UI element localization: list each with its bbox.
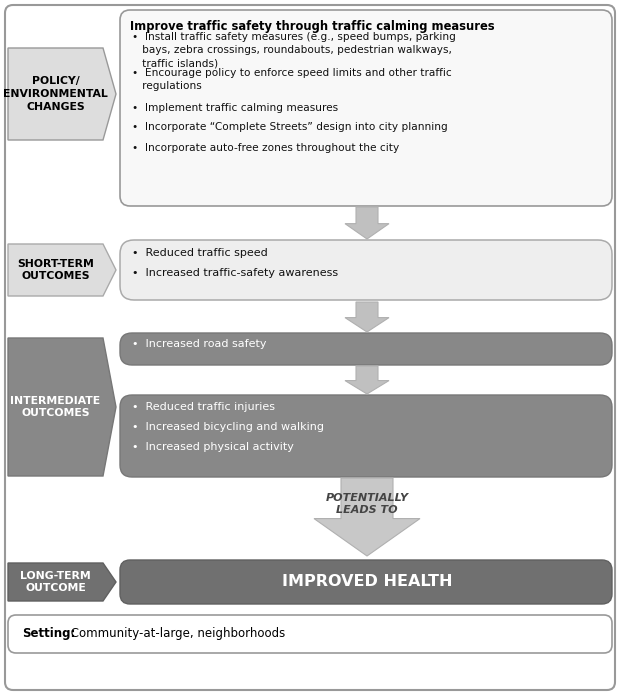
Text: INTERMEDIATE
OUTCOMES: INTERMEDIATE OUTCOMES	[11, 395, 100, 418]
Text: •  Incorporate “Complete Streets” design into city planning: • Incorporate “Complete Streets” design …	[132, 122, 448, 132]
Text: POLICY/
ENVIRONMENTAL
CHANGES: POLICY/ ENVIRONMENTAL CHANGES	[3, 76, 108, 112]
FancyBboxPatch shape	[120, 240, 612, 300]
Text: •  Install traffic safety measures (e.g., speed bumps, parking
   bays, zebra cr: • Install traffic safety measures (e.g.,…	[132, 32, 456, 68]
Text: •  Increased road safety: • Increased road safety	[132, 339, 267, 349]
FancyBboxPatch shape	[120, 10, 612, 206]
Text: SHORT-TERM
OUTCOMES: SHORT-TERM OUTCOMES	[17, 259, 94, 281]
FancyBboxPatch shape	[120, 560, 612, 604]
FancyBboxPatch shape	[120, 333, 612, 365]
Polygon shape	[8, 48, 116, 140]
Text: LEADS TO: LEADS TO	[336, 505, 398, 515]
Text: POTENTIALLY: POTENTIALLY	[326, 493, 409, 503]
Polygon shape	[314, 478, 420, 556]
Text: LONG-TERM
OUTCOME: LONG-TERM OUTCOME	[20, 571, 91, 594]
Text: IMPROVED HEALTH: IMPROVED HEALTH	[281, 575, 452, 589]
Text: •  Implement traffic calming measures: • Implement traffic calming measures	[132, 103, 338, 113]
FancyBboxPatch shape	[5, 5, 615, 690]
Text: •  Increased physical activity: • Increased physical activity	[132, 442, 294, 452]
Polygon shape	[345, 207, 389, 239]
Polygon shape	[345, 302, 389, 332]
Text: •  Reduced traffic speed: • Reduced traffic speed	[132, 248, 268, 258]
FancyBboxPatch shape	[8, 615, 612, 653]
Text: •  Encourage policy to enforce speed limits and other traffic
   regulations: • Encourage policy to enforce speed limi…	[132, 68, 452, 91]
Polygon shape	[8, 563, 116, 601]
Text: •  Reduced traffic injuries: • Reduced traffic injuries	[132, 402, 275, 412]
Text: Community-at-large, neighborhoods: Community-at-large, neighborhoods	[67, 628, 285, 641]
Text: •  Increased bicycling and walking: • Increased bicycling and walking	[132, 422, 324, 432]
Text: Improve traffic safety through traffic calming measures: Improve traffic safety through traffic c…	[130, 20, 495, 33]
Polygon shape	[345, 366, 389, 394]
Text: •  Increased traffic-safety awareness: • Increased traffic-safety awareness	[132, 268, 338, 278]
Text: Setting:: Setting:	[22, 628, 76, 641]
Text: •  Incorporate auto-free zones throughout the city: • Incorporate auto-free zones throughout…	[132, 143, 399, 153]
Polygon shape	[8, 338, 116, 476]
Polygon shape	[8, 244, 116, 296]
FancyBboxPatch shape	[120, 395, 612, 477]
